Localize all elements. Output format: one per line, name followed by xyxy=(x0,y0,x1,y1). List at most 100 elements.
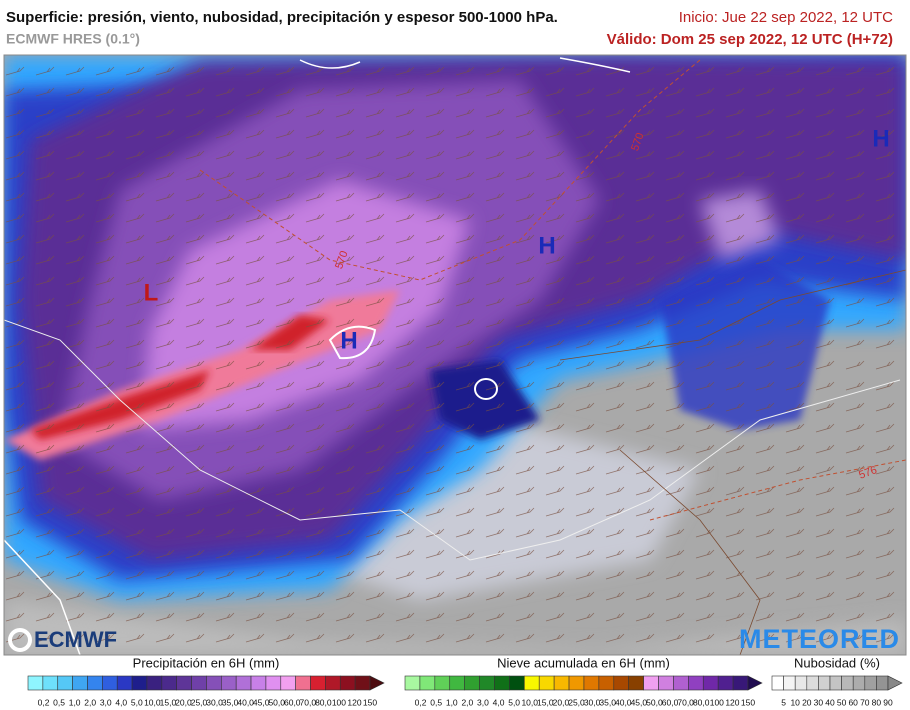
legend-swatch xyxy=(717,675,734,691)
legend-arrow xyxy=(887,675,903,691)
legend-tick-label: 1,0 xyxy=(69,697,81,707)
legend-tick-label: 150 xyxy=(741,697,755,707)
logo-right: METEORED xyxy=(739,624,900,654)
legend-swatch xyxy=(419,675,436,691)
legend-swatch xyxy=(449,675,465,691)
contour-label: 570 xyxy=(629,131,647,152)
legend-swatch xyxy=(479,675,495,691)
legend-swatch xyxy=(643,675,659,691)
model-name: ECMWF HRES (0.1°) xyxy=(6,31,140,47)
legend-tick-label: 5,0 xyxy=(131,697,143,707)
legend-title: Nubosidad (%) xyxy=(794,655,880,670)
legend-swatch xyxy=(568,675,585,691)
legend-tick-label: 10 xyxy=(790,697,800,707)
legend-swatch xyxy=(732,675,749,691)
init-time: Inicio: Jue 22 sep 2022, 12 UTC xyxy=(679,9,893,26)
legend-tick-label: 0,5 xyxy=(430,697,442,707)
legend-swatch xyxy=(310,675,326,691)
legend-tick-label: 50,0 xyxy=(268,697,285,707)
legend-swatch xyxy=(295,675,311,691)
legend-swatch xyxy=(876,675,889,691)
legend-swatch xyxy=(783,675,796,691)
legend-tick-label: 25,0 xyxy=(191,697,208,707)
legend-swatch xyxy=(102,675,118,691)
legend-tick-label: 40,0 xyxy=(237,697,254,707)
legend-tick-label: 120 xyxy=(725,697,739,707)
legend-tick-label: 80,0 xyxy=(315,697,332,707)
legend-tick-label: 60 xyxy=(848,697,858,707)
legend-swatch xyxy=(72,675,88,691)
legend-swatch xyxy=(818,675,831,691)
pressure-center: L xyxy=(144,279,159,306)
legend-swatch xyxy=(628,675,644,691)
legend-tick-label: 4,0 xyxy=(493,697,505,707)
legend-tick-label: 2,0 xyxy=(84,697,96,707)
legend-tick-label: 10,0 xyxy=(144,697,161,707)
legend-swatch xyxy=(538,675,555,691)
legend-swatch xyxy=(250,675,267,691)
legend-tick-label: 4,0 xyxy=(115,697,127,707)
legend-tick-label: 70,0 xyxy=(677,697,694,707)
legend-tick-label: 90 xyxy=(883,697,893,707)
legend-swatch xyxy=(806,675,819,691)
legend-swatch xyxy=(553,675,570,691)
pressure-center: H xyxy=(340,327,357,354)
legend-swatch xyxy=(524,675,540,691)
legend-swatch xyxy=(235,675,252,691)
legend-tick-label: 5,0 xyxy=(508,697,520,707)
legend-swatch xyxy=(509,675,525,691)
legend-swatch xyxy=(583,675,600,691)
legend-swatch xyxy=(829,675,842,691)
legend-tick-label: 50 xyxy=(837,697,847,707)
legend-swatch xyxy=(161,675,177,691)
legend-tick-label: 60,0 xyxy=(284,697,301,707)
legend-swatch xyxy=(464,675,480,691)
legend-tick-label: 45,0 xyxy=(631,697,648,707)
legend-tick-label: 2,0 xyxy=(461,697,473,707)
legend-swatch xyxy=(794,675,808,691)
legend-tick-label: 80 xyxy=(872,697,882,707)
legend-swatch xyxy=(131,675,148,691)
legend-tick-label: 60,0 xyxy=(662,697,679,707)
logo-left: ECMWF xyxy=(34,627,117,652)
legend-swatch xyxy=(598,675,615,691)
legend-tick-label: 10,0 xyxy=(521,697,538,707)
legend-tick-label: 120 xyxy=(347,697,361,707)
legend-tick-label: 80,0 xyxy=(693,697,710,707)
legend-tick-label: 70,0 xyxy=(300,697,317,707)
legend-tick-label: 3,0 xyxy=(477,697,489,707)
legend-tick-label: 100 xyxy=(710,697,724,707)
legend-tick-label: 45,0 xyxy=(253,697,270,707)
legend-tick-label: 20,0 xyxy=(175,697,192,707)
legend-swatch xyxy=(673,675,689,691)
legend-tick-label: 15,0 xyxy=(537,697,554,707)
legend-tick-label: 15,0 xyxy=(160,697,177,707)
legend-title: Precipitación en 6H (mm) xyxy=(133,655,280,670)
legend-tick-label: 25,0 xyxy=(568,697,585,707)
legend-tick-label: 0,5 xyxy=(53,697,65,707)
legend-tick-label: 35,0 xyxy=(222,697,239,707)
legend-tick-label: 70 xyxy=(860,697,870,707)
map-frame xyxy=(3,54,907,656)
legend-arrow xyxy=(747,675,763,691)
legend-swatch xyxy=(265,675,282,691)
legend-tick-label: 50,0 xyxy=(646,697,663,707)
pressure-center: H xyxy=(872,125,889,152)
legend-swatch xyxy=(841,675,854,691)
legend-swatch xyxy=(864,675,877,691)
legend-swatch xyxy=(42,675,59,691)
legend-tick-label: 5 xyxy=(781,697,786,707)
legend-swatch xyxy=(688,675,704,691)
legend-swatch xyxy=(280,675,296,691)
legend-tick-label: 40,0 xyxy=(615,697,632,707)
legend-tick-label: 0,2 xyxy=(38,697,50,707)
legend-swatch xyxy=(87,675,103,691)
legend-swatch xyxy=(206,675,222,691)
legend-swatch xyxy=(434,675,451,691)
legend-swatch xyxy=(771,675,784,691)
legend-tick-label: 40 xyxy=(825,697,835,707)
legend-swatch xyxy=(339,675,356,691)
legend-swatch xyxy=(613,675,629,691)
legend-tick-label: 35,0 xyxy=(599,697,616,707)
legend-tick-label: 100 xyxy=(332,697,346,707)
